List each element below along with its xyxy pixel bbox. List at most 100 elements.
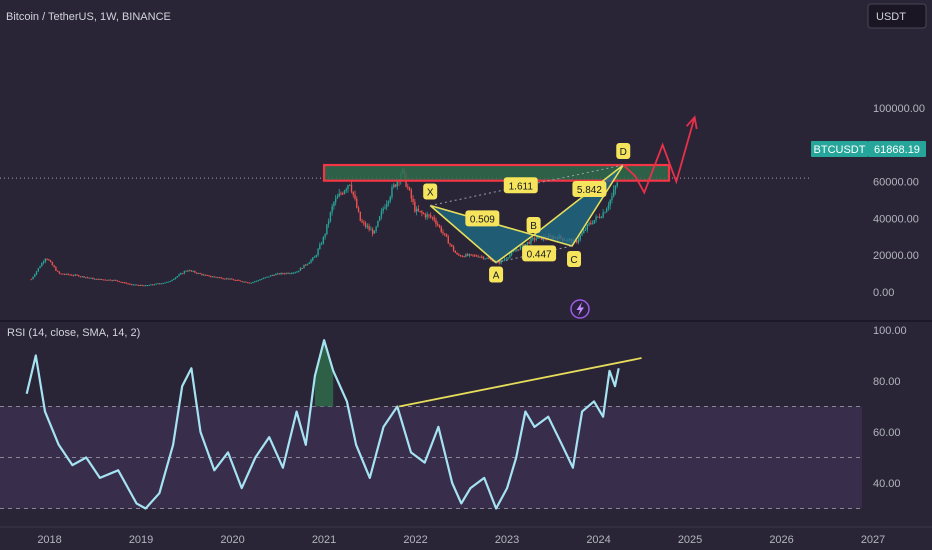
ratio-label-text: 0.447 <box>527 249 552 260</box>
projection-path[interactable] <box>622 116 696 195</box>
candle-body <box>104 279 106 281</box>
candle-body <box>188 270 191 272</box>
candle-body <box>74 274 76 276</box>
candle-body <box>349 184 351 186</box>
candle-body <box>176 276 179 278</box>
point-label-b[interactable]: B <box>526 216 541 233</box>
rsi-pane: RSI (14, close, SMA, 14, 2) 100.00 80.00 6… <box>0 325 907 510</box>
candle-body <box>579 235 581 240</box>
rsi-trendline[interactable] <box>398 357 642 408</box>
ratio-labels: 1.611 0.509 0.447 5.842 <box>465 177 607 262</box>
candle-body <box>428 214 430 216</box>
candle-body <box>81 276 83 278</box>
candle-body <box>356 198 358 208</box>
candle-body <box>435 220 437 225</box>
candle-body <box>107 279 110 281</box>
candle-body <box>259 279 261 281</box>
candle-body <box>342 193 344 195</box>
candle-body <box>239 280 242 282</box>
candle-body <box>424 213 427 218</box>
candle-body <box>593 220 596 224</box>
price-tick-label: 20000.00 <box>873 250 919 262</box>
symbol-tag-bg <box>811 141 868 157</box>
candle-body <box>498 260 501 264</box>
candle-body <box>510 251 513 255</box>
point-label-c[interactable]: C <box>567 251 582 267</box>
candle-body <box>232 279 235 281</box>
candle-body <box>466 254 469 256</box>
candle-body <box>217 277 219 279</box>
candle-body <box>164 282 166 284</box>
candle-body <box>224 278 226 280</box>
candle-body <box>433 217 435 221</box>
candle-body <box>225 278 228 280</box>
lightning-icon[interactable] <box>570 299 590 319</box>
point-label-x[interactable]: X <box>423 183 438 200</box>
time-axis[interactable]: 2018 2019 2020 2021 2022 2023 2024 2025 2026 2027 <box>0 526 932 546</box>
point-label-d[interactable]: D <box>616 143 631 160</box>
candle-body <box>517 249 520 251</box>
candle-body <box>287 272 289 274</box>
candle-body <box>231 278 233 280</box>
candle-body <box>113 279 115 281</box>
candle-body <box>276 273 279 275</box>
currency-button-bg[interactable] <box>867 3 927 29</box>
ratio-label[interactable]: 1.611 <box>503 177 538 194</box>
candle-body <box>296 271 298 273</box>
chart-title: Bitcoin / TetherUS, 1W, BINANCE <box>6 11 171 23</box>
candle-body <box>419 211 421 213</box>
candle-body <box>526 242 529 244</box>
ratio-label-text: 5.842 <box>577 185 602 196</box>
candle-body <box>591 223 594 225</box>
candle-body <box>368 226 370 230</box>
candle-body <box>282 273 284 275</box>
candle-body <box>535 238 537 240</box>
candle-body <box>347 185 349 190</box>
candle-body <box>447 236 449 244</box>
candle-body <box>166 281 168 283</box>
candle-body <box>354 194 356 199</box>
time-tick-label: 2019 <box>129 534 153 546</box>
candle-body <box>215 276 217 278</box>
candle-body <box>384 207 386 209</box>
candle-body <box>377 220 379 227</box>
candle-body <box>530 238 532 244</box>
candle-body <box>99 279 101 281</box>
candle-body <box>83 276 85 278</box>
candle-body <box>361 220 363 223</box>
candle-body <box>202 274 205 276</box>
ratio-label[interactable]: 5.842 <box>572 180 607 197</box>
candle-body <box>48 259 50 261</box>
candle-body <box>343 190 346 194</box>
candle-body <box>151 284 154 286</box>
candle-body <box>523 244 525 247</box>
candle-body <box>262 277 265 279</box>
candle-body <box>195 272 198 274</box>
currency-button-label[interactable]: USDT <box>876 11 906 23</box>
candle-body <box>350 184 353 192</box>
candle-body <box>100 279 103 281</box>
candle-body <box>102 279 105 281</box>
candle-body <box>607 205 610 209</box>
candle-body <box>415 208 418 212</box>
candle-body <box>261 278 263 280</box>
candle-body <box>93 278 96 280</box>
candle-body <box>389 196 391 202</box>
price-tick-label: 0.00 <box>873 287 894 299</box>
candle-body <box>180 273 182 275</box>
rsi-tick-label: 100.00 <box>873 325 907 337</box>
ratio-label[interactable]: 0.509 <box>465 210 500 227</box>
candle-body <box>590 222 592 224</box>
currency-button[interactable]: USDT <box>867 3 927 29</box>
candle-body <box>387 201 390 204</box>
ratio-label[interactable]: 0.447 <box>522 245 557 262</box>
resistance-zone[interactable] <box>322 163 671 182</box>
lightning-icon-bolt <box>576 302 584 316</box>
candle-body <box>507 257 509 259</box>
point-label-a[interactable]: A <box>489 266 504 283</box>
candle-body <box>375 226 377 231</box>
candle-body <box>146 285 149 287</box>
candle-body <box>289 273 291 275</box>
candle-body <box>486 258 488 260</box>
